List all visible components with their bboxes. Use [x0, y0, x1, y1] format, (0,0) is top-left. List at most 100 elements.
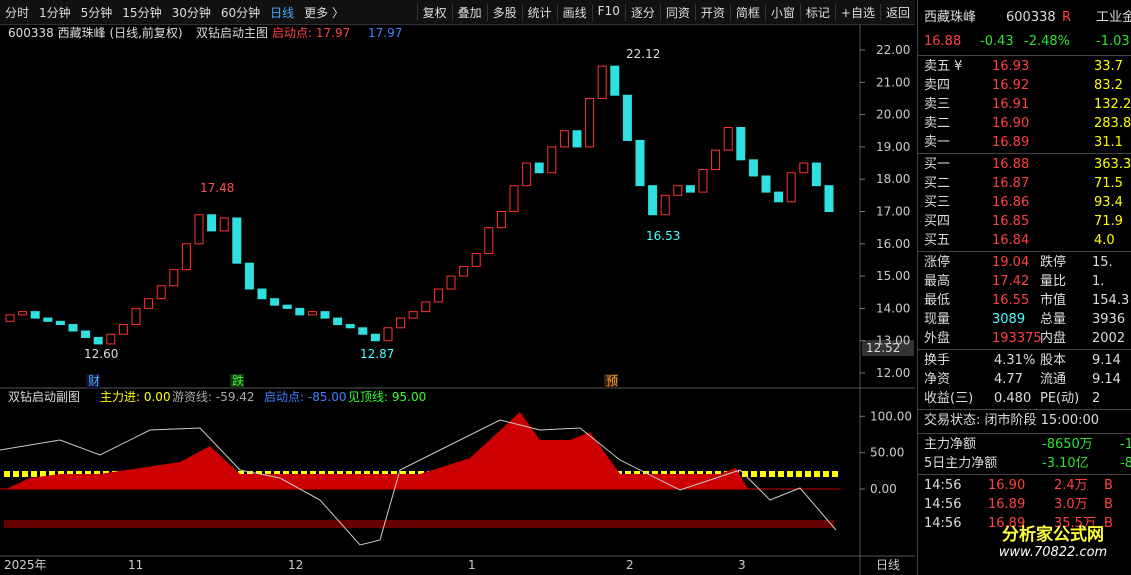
cell: 换手: [924, 353, 951, 368]
toolbar-button[interactable]: 多股: [486, 3, 522, 21]
y-tick-label: 21.00: [876, 75, 910, 89]
toolbar-button[interactable]: 1分钟: [39, 5, 71, 20]
toolbar-button[interactable]: 简框: [729, 3, 765, 21]
candle: [673, 185, 683, 196]
candle: [396, 317, 406, 329]
candle: [698, 169, 708, 193]
cell: 4.77: [994, 372, 1023, 387]
cell: 31.1: [1094, 135, 1123, 150]
cell: -0.43: [980, 34, 1014, 49]
candle: [156, 285, 166, 300]
cell: 33.7: [1094, 59, 1123, 74]
toolbar-button[interactable]: 逐分: [624, 3, 660, 21]
cell: 16.91: [992, 97, 1030, 112]
y-tick-label: 17.00: [876, 205, 910, 219]
cell: 买三: [924, 195, 951, 210]
cell: 35.5万: [1054, 516, 1096, 531]
candle: [459, 265, 469, 277]
cell: 工业金: [1096, 10, 1131, 25]
cell: 14:56: [924, 478, 962, 493]
cell: 16.86: [992, 195, 1030, 210]
candle: [610, 65, 620, 96]
cell: 卖三: [924, 97, 951, 112]
toolbar-button[interactable]: 返回: [879, 3, 915, 21]
toolbar-button[interactable]: 开资: [694, 3, 730, 21]
toolbar-button[interactable]: 统计: [521, 3, 557, 21]
toolbar-button[interactable]: +自选: [834, 3, 880, 21]
cell: 最低: [924, 293, 951, 308]
cell: 9.14: [1092, 353, 1121, 368]
toolbar-button[interactable]: 30分钟: [171, 5, 211, 20]
candle: [522, 162, 532, 187]
candle: [320, 311, 330, 319]
toolbar-button[interactable]: 60分钟: [220, 5, 261, 20]
cell: 量比: [1040, 274, 1067, 289]
candle: [207, 214, 217, 232]
candle: [824, 185, 834, 213]
fund-area: [6, 412, 748, 489]
cell: 流通: [1040, 372, 1067, 387]
cell: 83.2: [1094, 78, 1123, 93]
candle: [622, 94, 632, 141]
candle: [219, 217, 229, 232]
y-tick-label: 20.00: [876, 108, 910, 122]
toolbar-button[interactable]: 同资: [659, 3, 695, 21]
candle: [244, 262, 254, 290]
y-tick-label: 22.00: [876, 43, 910, 57]
candle: [748, 159, 758, 177]
toolbar-button[interactable]: 叠加: [451, 3, 487, 21]
cell: B: [1104, 516, 1113, 531]
cell: 交易状态: 闭市阶段 15:00:00: [924, 413, 1100, 428]
toolbar-button[interactable]: 标记: [799, 3, 835, 21]
toolbar-button[interactable]: 复权: [416, 3, 452, 21]
cell: PE(动): [1040, 391, 1080, 406]
cell: 买五: [924, 233, 951, 248]
cell: 2002: [1092, 331, 1126, 346]
candle: [270, 298, 280, 306]
last-price: 12.52: [866, 341, 900, 355]
cell: 卖四: [924, 78, 951, 93]
cell: 14:56: [924, 497, 962, 512]
y-tick-label: 0.00: [870, 482, 897, 496]
separator: [918, 55, 1131, 56]
candle: [723, 127, 733, 151]
toolbar-button[interactable]: 分时: [5, 5, 30, 20]
separator: [918, 349, 1131, 350]
toolbar-button[interactable]: 小窗: [764, 3, 800, 21]
event: 财: [88, 374, 100, 388]
cell: 71.5: [1094, 176, 1123, 191]
toolbar-button[interactable]: 画线: [556, 3, 592, 21]
cell: 卖二: [924, 116, 951, 131]
cell: 市值: [1040, 293, 1067, 308]
cell: -8650万: [1042, 437, 1093, 452]
cell: 16.89: [988, 497, 1026, 512]
candle: [685, 185, 695, 193]
toolbar-button[interactable]: 5分钟: [80, 5, 113, 20]
candle: [257, 288, 267, 300]
band: [4, 520, 834, 528]
cell: 0.480: [994, 391, 1032, 406]
cell: -8: [1120, 456, 1131, 471]
event-box: [86, 374, 100, 388]
toolbar-button[interactable]: 15分钟: [122, 5, 162, 20]
candle: [5, 314, 15, 322]
main-title: 600338 西藏珠峰 (日线,前复权): [8, 25, 183, 40]
toolbar-button[interactable]: 日线: [270, 5, 295, 20]
annotation: 17.48: [200, 181, 234, 195]
candle: [786, 172, 796, 203]
indicator-name: 双钻启动主图: [196, 25, 268, 40]
separator: [918, 409, 1131, 410]
toolbar-button[interactable]: F10: [591, 3, 625, 21]
cell: 16.89: [988, 516, 1026, 531]
candle: [370, 333, 380, 342]
cell: 卖一: [924, 135, 951, 150]
candle: [597, 65, 607, 99]
candle: [106, 333, 116, 345]
annotation: 12.87: [360, 347, 394, 361]
cell: 71.9: [1094, 214, 1123, 229]
cell: 600338: [1006, 10, 1056, 25]
cell: R: [1062, 10, 1072, 25]
candle: [711, 149, 721, 171]
toolbar-button[interactable]: 更多 〉: [304, 5, 344, 20]
cell: -3.10亿: [1042, 456, 1089, 471]
